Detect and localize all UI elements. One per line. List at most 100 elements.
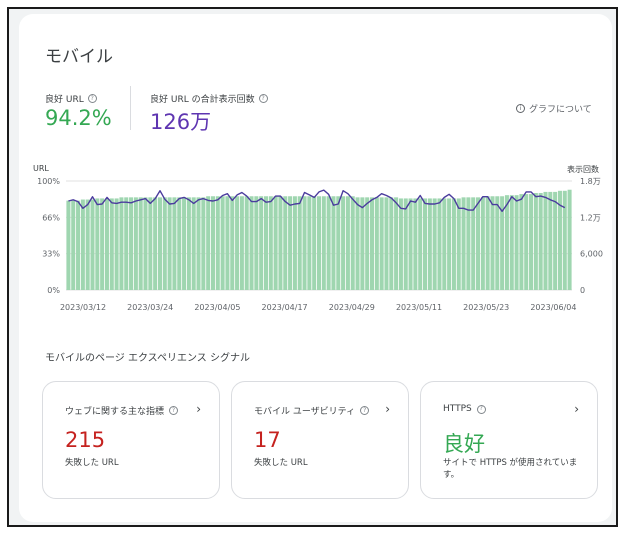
tile-value: 良好	[443, 432, 485, 456]
bar	[442, 198, 447, 290]
impressions-line	[68, 189, 566, 212]
x-tick-label: 2023/04/29	[329, 303, 375, 312]
about-graph-link[interactable]: i グラフについて	[516, 102, 592, 115]
mobile-usability-tile[interactable]: モバイル ユーザビリティ ? › 17 失敗した URL	[231, 381, 409, 499]
bar	[500, 196, 505, 290]
bar	[278, 196, 283, 290]
bar	[90, 199, 95, 290]
bar	[456, 198, 461, 290]
bar	[514, 195, 519, 290]
mobile-card: モバイル 良好 URL ? 94.2% 良好 URL の合計表示回数 ? 126…	[19, 14, 612, 522]
help-icon[interactable]: ?	[258, 94, 268, 103]
bar	[567, 189, 572, 290]
core-web-vitals-tile[interactable]: ウェブに関する主な指標 ? › 215 失敗した URL	[42, 381, 220, 499]
x-tick-label: 2023/04/05	[194, 303, 240, 312]
bar	[398, 198, 403, 290]
bar	[365, 197, 370, 290]
right-tick-label: 6,000	[580, 250, 603, 259]
bar	[543, 191, 548, 290]
x-tick-label: 2023/04/17	[262, 303, 308, 312]
bar	[490, 196, 495, 290]
bar	[80, 199, 85, 290]
page-title: モバイル	[45, 47, 113, 67]
bar	[461, 197, 466, 290]
help-icon[interactable]: ?	[360, 406, 370, 415]
bar	[148, 197, 153, 290]
bar	[408, 198, 413, 290]
bar	[480, 197, 485, 290]
bar	[519, 194, 524, 290]
bar	[143, 197, 148, 290]
bar	[524, 194, 529, 290]
bar	[557, 190, 562, 290]
bar	[437, 198, 442, 290]
bar	[119, 197, 124, 290]
bar	[210, 196, 215, 290]
bar	[307, 196, 312, 290]
bar	[553, 191, 558, 290]
bar	[384, 197, 389, 290]
bar	[548, 191, 553, 290]
bar	[495, 196, 500, 290]
help-icon[interactable]: ?	[87, 94, 97, 103]
bar	[201, 197, 206, 290]
tile-subtext: 失敗した URL	[254, 458, 308, 468]
left-tick-label: 0%	[47, 286, 60, 295]
left-tick-label: 66%	[42, 213, 60, 222]
bar	[326, 196, 331, 290]
bar	[273, 196, 278, 290]
chevron-right-icon[interactable]: ›	[574, 402, 579, 416]
tile-subtext: 失敗した URL	[65, 458, 119, 468]
bar	[485, 196, 490, 290]
bar	[374, 197, 379, 290]
good-url-label: 良好 URL ?	[45, 92, 97, 105]
x-tick-label: 2023/05/23	[463, 303, 509, 312]
tile-header: HTTPS ? ›	[443, 402, 579, 416]
chevron-right-icon[interactable]: ›	[196, 402, 201, 416]
bar	[321, 196, 326, 290]
left-axis-title: URL	[33, 164, 49, 173]
good-url-value: 94.2%	[45, 106, 112, 130]
bar	[389, 197, 394, 290]
tile-title: ウェブに関する主な指標	[65, 407, 165, 417]
bar	[316, 196, 322, 290]
bar	[336, 196, 341, 290]
bar	[379, 197, 384, 290]
bar	[191, 197, 196, 290]
bar	[268, 196, 273, 290]
bar	[235, 196, 240, 290]
tile-header: モバイル ユーザビリティ ? ›	[254, 402, 390, 417]
bar	[529, 194, 534, 290]
bar	[249, 196, 254, 290]
bar	[471, 197, 476, 290]
https-tile[interactable]: HTTPS ? › 良好 サイトで HTTPS が使用されています。	[420, 381, 598, 499]
bar	[129, 197, 134, 290]
help-icon[interactable]: ?	[476, 404, 486, 414]
bar	[76, 200, 81, 290]
bar	[360, 197, 365, 290]
bar	[153, 197, 158, 290]
right-tick-label: 0	[580, 286, 585, 295]
bar	[394, 197, 399, 290]
bar	[427, 198, 432, 290]
bar	[177, 197, 182, 290]
bar	[283, 196, 288, 290]
bar	[186, 197, 191, 290]
x-tick-label: 2023/03/24	[127, 303, 173, 312]
bar	[538, 192, 543, 290]
about-graph-label: グラフについて	[529, 105, 592, 115]
metric-divider	[130, 86, 131, 130]
bar	[95, 198, 100, 290]
bar	[447, 198, 452, 290]
bar	[196, 197, 201, 290]
bar	[182, 197, 187, 290]
tile-title: モバイル ユーザビリティ	[254, 407, 356, 417]
right-axis-title: 表示回数	[567, 165, 599, 174]
bar	[533, 192, 538, 290]
bar	[418, 198, 423, 290]
bar	[167, 197, 172, 290]
chevron-right-icon[interactable]: ›	[385, 402, 390, 416]
help-icon[interactable]: ?	[169, 406, 179, 415]
bar	[432, 198, 437, 290]
bar	[85, 199, 90, 290]
